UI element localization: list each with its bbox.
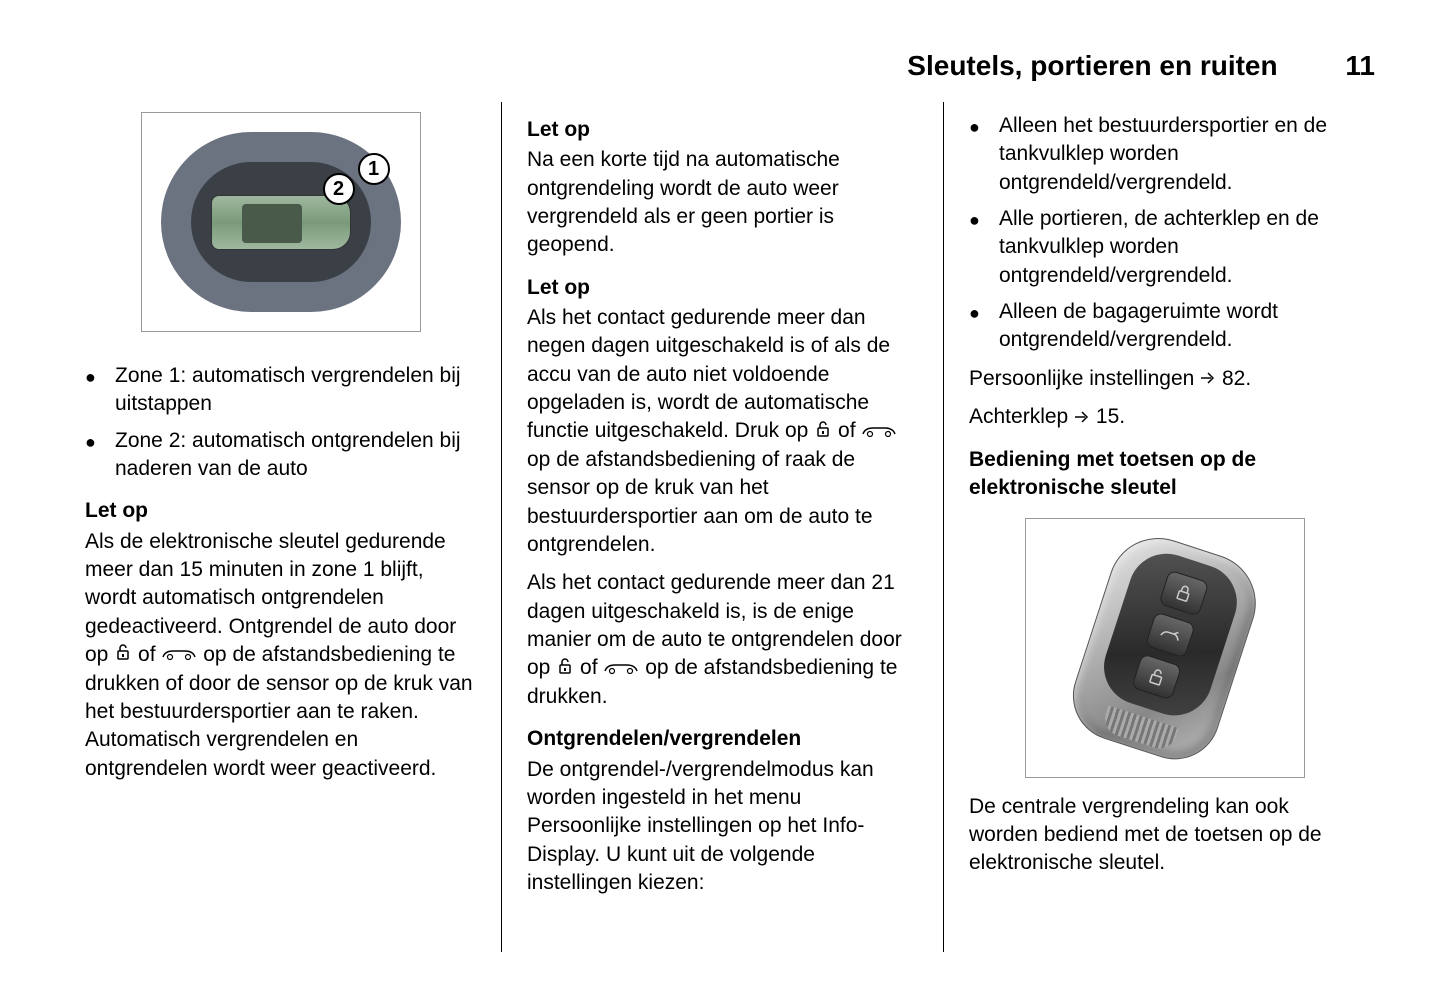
reference-line: Persoonlijke instellingen 82. (969, 365, 1360, 394)
unlock-icon (556, 655, 574, 683)
car-outline-icon (603, 655, 639, 683)
key-fob (1061, 525, 1269, 771)
unlock-heading: Ontgrendelen/vergrendelen (527, 725, 918, 753)
letop-heading: Let op (527, 116, 918, 144)
options-bullet-list: ● Alleen het bestuurdersportier en de ta… (969, 112, 1360, 355)
text-segment: of (580, 656, 603, 679)
list-item: ● Alleen het bestuurdersportier en de ta… (969, 112, 1360, 197)
text-segment: Achterklep (969, 405, 1074, 428)
car-outline-icon (861, 418, 897, 446)
letop-heading: Let op (85, 497, 476, 525)
unlock-icon (114, 641, 132, 669)
car-icon (211, 195, 351, 250)
text-segment: of (838, 419, 861, 442)
zone-bullet-list: ● Zone 1: automatisch vergrendelen bij u… (85, 362, 476, 483)
ref-arrow-icon (1074, 404, 1090, 432)
list-item: ● Alleen de bagageruimte wordt ontgrende… (969, 298, 1360, 355)
unlock-icon (814, 418, 832, 446)
list-item: ● Zone 2: automatisch ontgrendelen bij n… (85, 427, 476, 484)
text-segment: op de afstandsbediening of raak de senso… (527, 448, 873, 556)
zone-label-2: 2 (323, 173, 355, 205)
bullet-text: Zone 1: automatisch vergrendelen bij uit… (115, 362, 476, 419)
column-3: ● Alleen het bestuurdersportier en de ta… (944, 102, 1385, 952)
bullet-icon: ● (85, 362, 115, 419)
zone-label-1: 1 (358, 153, 390, 185)
key-fob-image (1025, 518, 1305, 778)
bullet-icon: ● (969, 205, 999, 290)
column-1: 1 2 ● Zone 1: automatisch vergrendelen b… (60, 102, 502, 952)
ref-arrow-icon (1200, 365, 1216, 393)
page-header: Sleutels, portieren en ruiten 11 (60, 50, 1385, 82)
bullet-text: Alle portieren, de achterklep en de tank… (999, 205, 1360, 290)
list-item: ● Alle portieren, de achterklep en de ta… (969, 205, 1360, 290)
car-zones-diagram: 1 2 (141, 112, 421, 332)
letop-paragraph: Als de elektronische sleutel gedurende m… (85, 528, 476, 783)
page: Sleutels, portieren en ruiten 11 1 2 ● Z… (0, 0, 1445, 981)
key-heading: Bediening met toetsen op de elektronisch… (969, 446, 1360, 503)
bullet-icon: ● (969, 298, 999, 355)
paragraph: De ontgrendel-/vergrendelmodus kan worde… (527, 756, 918, 898)
paragraph: De centrale vergrendeling kan ook worden… (969, 793, 1360, 878)
text-segment: Als het contact gedurende meer dan negen… (527, 306, 890, 442)
bullet-text: Alleen het bestuurdersportier en de tank… (999, 112, 1360, 197)
bullet-text: Zone 2: automatisch ontgrendelen bij nad… (115, 427, 476, 484)
header-title: Sleutels, portieren en ruiten (907, 50, 1277, 81)
list-item: ● Zone 1: automatisch vergrendelen bij u… (85, 362, 476, 419)
letop-heading: Let op (527, 274, 918, 302)
text-segment: 15. (1096, 405, 1125, 428)
text-segment: 82. (1222, 367, 1251, 390)
column-2: Let op Na een korte tijd na automatische… (502, 102, 944, 952)
columns-container: 1 2 ● Zone 1: automatisch vergrendelen b… (60, 102, 1385, 952)
bullet-icon: ● (85, 427, 115, 484)
text-segment: Persoonlijke instellingen (969, 367, 1200, 390)
bullet-icon: ● (969, 112, 999, 197)
key-body (1061, 525, 1269, 771)
bullet-text: Alleen de bagageruimte wordt ontgrendeld… (999, 298, 1360, 355)
paragraph: Na een korte tijd na automatische ontgre… (527, 146, 918, 259)
page-number: 11 (1345, 50, 1375, 81)
paragraph: Als het contact gedurende meer dan 21 da… (527, 569, 918, 711)
reference-line: Achterklep 15. (969, 403, 1360, 432)
paragraph: Als het contact gedurende meer dan negen… (527, 304, 918, 559)
text-segment: of (138, 643, 161, 666)
car-outline-icon (161, 641, 197, 669)
